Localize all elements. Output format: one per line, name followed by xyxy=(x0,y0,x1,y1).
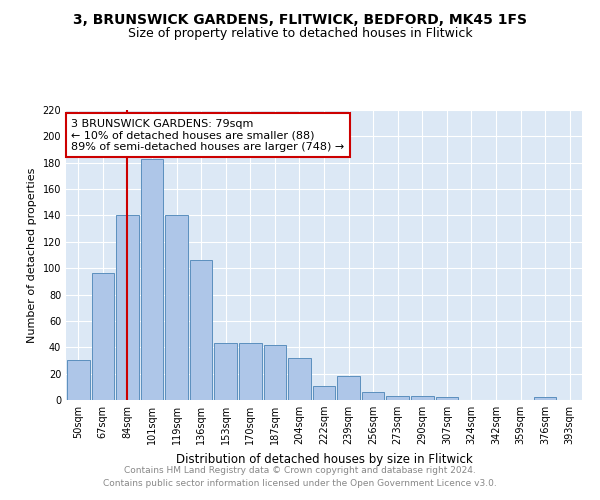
Text: Size of property relative to detached houses in Flitwick: Size of property relative to detached ho… xyxy=(128,28,472,40)
Bar xyxy=(288,358,311,400)
Bar xyxy=(140,159,163,400)
Bar xyxy=(165,216,188,400)
Y-axis label: Number of detached properties: Number of detached properties xyxy=(27,168,37,342)
Text: 3, BRUNSWICK GARDENS, FLITWICK, BEDFORD, MK45 1FS: 3, BRUNSWICK GARDENS, FLITWICK, BEDFORD,… xyxy=(73,12,527,26)
Text: 3 BRUNSWICK GARDENS: 79sqm
← 10% of detached houses are smaller (88)
89% of semi: 3 BRUNSWICK GARDENS: 79sqm ← 10% of deta… xyxy=(71,118,344,152)
Bar xyxy=(239,344,262,400)
Bar xyxy=(386,396,409,400)
Bar xyxy=(362,392,385,400)
X-axis label: Distribution of detached houses by size in Flitwick: Distribution of detached houses by size … xyxy=(176,452,472,466)
Bar xyxy=(92,274,114,400)
Bar xyxy=(436,398,458,400)
Bar xyxy=(263,344,286,400)
Bar xyxy=(190,260,212,400)
Bar xyxy=(534,398,556,400)
Text: Contains HM Land Registry data © Crown copyright and database right 2024.
Contai: Contains HM Land Registry data © Crown c… xyxy=(103,466,497,487)
Bar xyxy=(337,376,360,400)
Bar xyxy=(411,396,434,400)
Bar xyxy=(116,216,139,400)
Bar xyxy=(67,360,89,400)
Bar xyxy=(214,344,237,400)
Bar xyxy=(313,386,335,400)
